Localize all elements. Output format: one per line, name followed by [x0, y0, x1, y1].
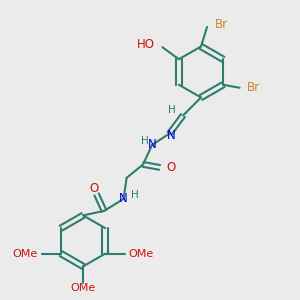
Text: H: H [131, 190, 139, 200]
Text: O: O [166, 161, 176, 174]
Text: OMe: OMe [13, 249, 38, 259]
Text: Br: Br [214, 17, 228, 31]
Text: O: O [89, 182, 98, 195]
Text: HO: HO [137, 38, 155, 51]
Text: OMe: OMe [128, 249, 154, 259]
Text: H: H [168, 105, 176, 115]
Text: OMe: OMe [70, 283, 96, 293]
Text: N: N [167, 129, 176, 142]
Text: Br: Br [247, 81, 260, 94]
Text: N: N [119, 192, 128, 206]
Text: H: H [141, 136, 148, 146]
Text: N: N [148, 138, 157, 152]
